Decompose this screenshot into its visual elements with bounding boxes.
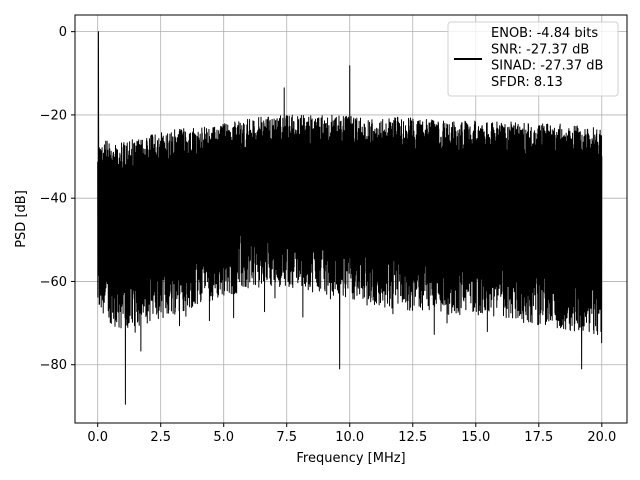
legend-snr: SNR: -27.37 dB <box>491 42 589 57</box>
y-tick-label: −80 <box>40 358 67 373</box>
x-tick-label: 20.0 <box>587 430 616 445</box>
y-axis-ticks: 0 −20 −40 −60 −80 <box>40 25 75 373</box>
y-tick-label: 0 <box>59 25 67 40</box>
legend-sfdr: SFDR: 8.13 <box>491 75 563 90</box>
legend-sinad: SINAD: -27.37 dB <box>491 59 603 74</box>
x-tick-label: 12.5 <box>398 430 427 445</box>
x-tick-label: 17.5 <box>524 430 553 445</box>
y-axis-label: PSD [dB] <box>14 190 29 248</box>
x-axis-ticks: 0.0 2.5 5.0 7.5 10.0 12.5 15.0 17.5 20.0 <box>87 423 616 445</box>
psd-series-line <box>97 31 603 405</box>
plot-frame <box>74 14 628 424</box>
x-tick-label: 7.5 <box>276 430 297 445</box>
legend-enob: ENOB: -4.84 bits <box>491 26 598 41</box>
x-tick-label: 2.5 <box>150 430 171 445</box>
y-tick-label: −40 <box>40 192 67 207</box>
y-tick-label: −20 <box>40 108 67 123</box>
x-axis-label: Frequency [MHz] <box>296 451 405 466</box>
legend-box <box>447 21 619 97</box>
x-tick-label: 0.0 <box>87 430 108 445</box>
x-tick-label: 5.0 <box>213 430 234 445</box>
x-tick-label: 15.0 <box>461 430 490 445</box>
y-tick-label: −60 <box>40 275 67 290</box>
legend: ENOB: -4.84 bits SNR: -27.37 dB SINAD: -… <box>447 21 619 97</box>
x-tick-label: 10.0 <box>335 430 364 445</box>
